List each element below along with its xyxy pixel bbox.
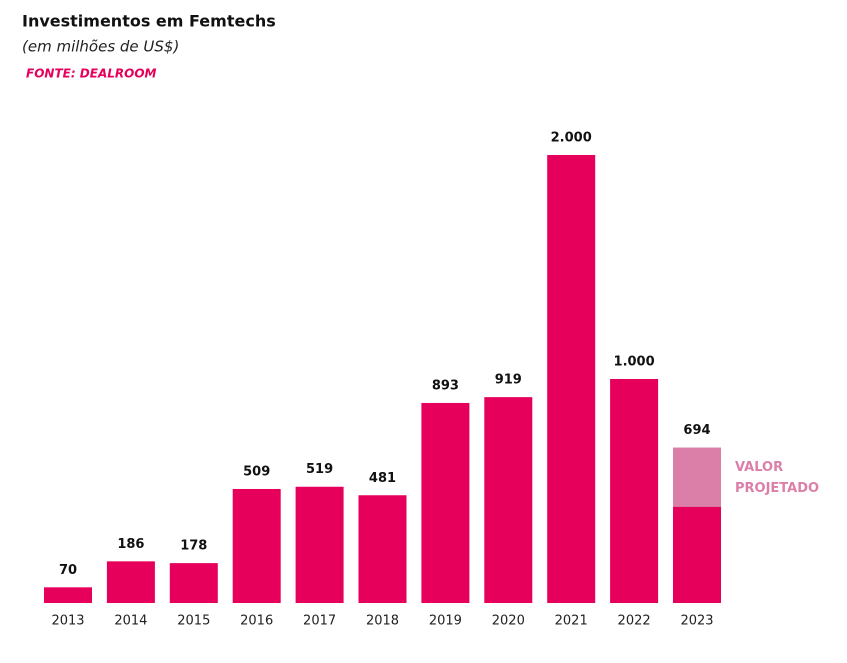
chart-title: Investimentos em Femtechs bbox=[22, 12, 276, 31]
x-tick-label: 2018 bbox=[366, 614, 399, 629]
value-label: 694 bbox=[683, 423, 710, 438]
bar bbox=[547, 155, 596, 603]
x-tick-label: 2016 bbox=[240, 614, 273, 629]
value-label: 1.000 bbox=[614, 355, 655, 370]
x-tick-label: 2021 bbox=[555, 614, 588, 629]
value-label: 186 bbox=[117, 537, 144, 552]
source: FONTE: DEALROOM bbox=[26, 67, 157, 81]
x-tick-label: 2020 bbox=[492, 614, 525, 629]
value-label: 2.000 bbox=[551, 131, 592, 146]
bar bbox=[610, 379, 659, 603]
bar-realized bbox=[673, 506, 721, 603]
x-tick-label: 2017 bbox=[303, 614, 336, 629]
bar bbox=[106, 561, 155, 603]
bar bbox=[421, 402, 470, 603]
bar bbox=[484, 397, 533, 603]
value-label: 919 bbox=[495, 373, 522, 388]
projection-label: VALOR PROJETADO bbox=[735, 460, 820, 496]
bar bbox=[44, 587, 92, 603]
bar bbox=[232, 488, 281, 603]
value-label: 481 bbox=[369, 471, 396, 486]
value-label: 509 bbox=[243, 464, 270, 479]
x-tick-label: 2023 bbox=[680, 614, 713, 629]
x-tick-label: 2019 bbox=[429, 614, 462, 629]
value-label: 178 bbox=[180, 539, 207, 554]
value-label: 519 bbox=[306, 462, 333, 477]
x-tick-label: 2015 bbox=[177, 614, 210, 629]
chart-subtitle: (em milhões de US$) bbox=[22, 38, 179, 56]
value-label: 70 bbox=[59, 563, 77, 578]
value-label: 893 bbox=[432, 378, 459, 393]
x-tick-label: 2013 bbox=[51, 614, 84, 629]
bar bbox=[295, 486, 344, 603]
x-tick-label: 2014 bbox=[114, 614, 147, 629]
x-tick-label: 2022 bbox=[618, 614, 651, 629]
bar bbox=[358, 495, 407, 603]
bar bbox=[169, 563, 218, 603]
